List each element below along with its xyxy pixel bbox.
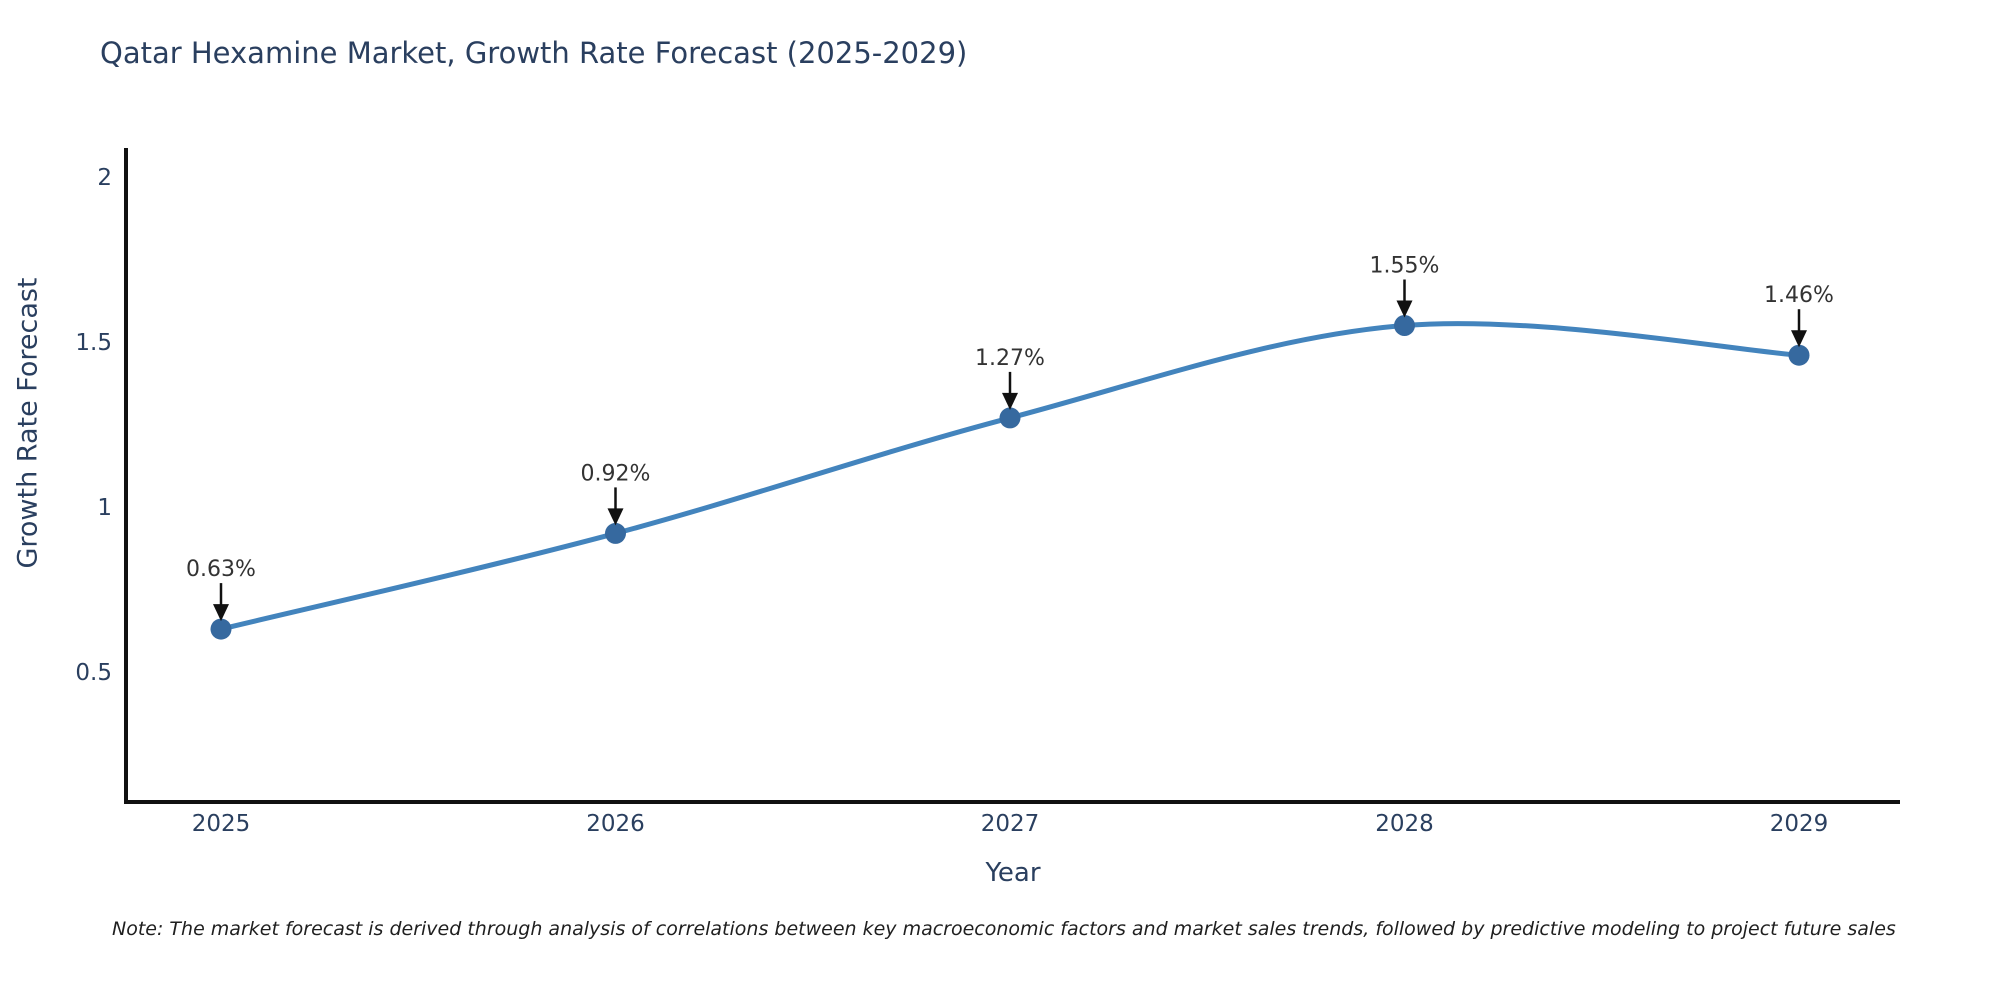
y-tick-label: 0.5 xyxy=(75,660,112,686)
x-tick-label: 2028 xyxy=(1375,811,1434,837)
x-tick-label: 2026 xyxy=(586,811,645,837)
annotation-arrowhead xyxy=(607,508,624,526)
data-point-marker xyxy=(1394,315,1415,336)
annotation-arrowhead xyxy=(1396,300,1413,318)
point-value-label: 1.55% xyxy=(1370,254,1440,279)
data-point-marker xyxy=(210,618,232,640)
chart-footnote: Note: The market forecast is derived thr… xyxy=(112,918,1896,940)
data-point-marker xyxy=(605,522,626,544)
data-point-marker xyxy=(999,407,1021,429)
y-tick-label: 1 xyxy=(97,495,112,521)
chart-title: Qatar Hexamine Market, Growth Rate Forec… xyxy=(100,36,968,70)
x-tick-label: 2025 xyxy=(192,811,251,837)
y-axis-title: Growth Rate Forecast xyxy=(12,277,44,569)
annotation-arrowhead xyxy=(1002,392,1018,410)
annotation-arrowhead xyxy=(213,604,229,622)
x-tick-label: 2027 xyxy=(981,811,1040,837)
data-point-marker xyxy=(1788,344,1810,366)
point-value-label: 0.63% xyxy=(186,557,256,582)
x-tick-label: 2029 xyxy=(1770,811,1829,837)
point-value-label: 1.46% xyxy=(1764,283,1834,308)
annotation-arrowhead xyxy=(1791,330,1807,348)
y-tick-label: 2 xyxy=(97,165,112,191)
x-axis-title: Year xyxy=(985,858,1041,888)
point-value-label: 0.92% xyxy=(581,461,651,486)
point-value-label: 1.27% xyxy=(975,346,1045,371)
y-tick-label: 1.5 xyxy=(75,330,112,356)
